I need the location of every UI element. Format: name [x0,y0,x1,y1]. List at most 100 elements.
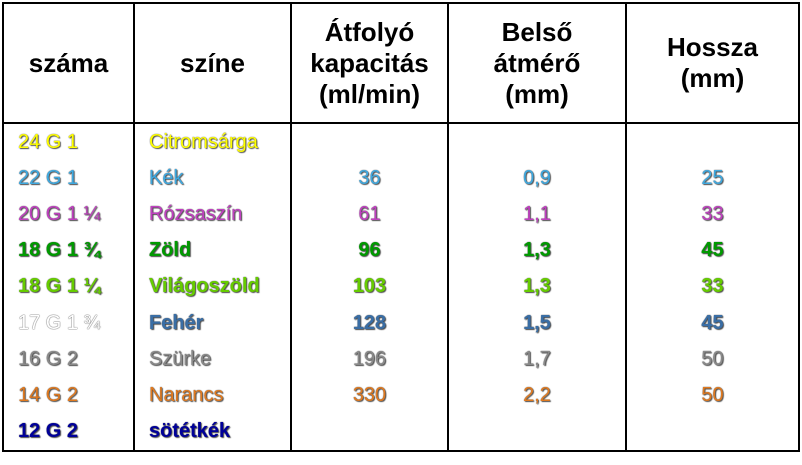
table-cell: Világoszöld [133,268,292,306]
table-cell: 14 G 2 [2,377,135,414]
table-cell: 1,3 [447,232,627,269]
table-cell: 50 [625,341,800,378]
cell-text: 14 G 2 [18,384,79,407]
table-cell: 24 G 1 [2,123,135,161]
table-row: 24 G 1 Citromsárga [2,123,800,161]
table-cell: 33 [625,196,800,233]
cell-text: Világoszöld [149,275,260,298]
cell-text: 128 [352,311,387,334]
cell-text: 33 [701,203,724,226]
table-row: 18 G 1 ¾ Zöld 96 1,3 45 [2,232,800,269]
table-cell: 103 [290,268,449,306]
table-cell: 1,5 [447,305,627,342]
header-cell: Belső átmérő (mm) [447,2,627,124]
cell-text: 50 [701,347,724,370]
cell-text: sötétkék [149,420,231,443]
cell-text: Fehér [149,311,204,334]
table-cell: 33 [625,268,800,306]
cell-text: 36 [358,166,381,189]
cell-text: 17 G 1 ¾ [18,311,101,334]
cell-text: 2,2 [523,384,551,407]
table-cell: 25 [625,160,800,197]
table-cell: 128 [290,305,449,342]
header-cell: Átfolyó kapacitás (ml/min) [290,2,449,124]
table-body: 24 G 1 Citromsárga 22 G 1 Kék 36 0,9 25 20 G 1 … [2,123,800,451]
table-cell: Rózsaszín [133,196,292,233]
cell-text: 24 G 1 [18,130,79,153]
table-cell: Narancs [133,377,292,414]
cell-text: 12 G 2 [18,420,79,443]
cell-text: Szürke [149,347,212,370]
table-cell: 17 G 1 ¾ [2,305,135,342]
table-cell: 1,3 [447,268,627,306]
cell-text: 61 [358,203,381,226]
cell-text: Zöld [149,239,192,262]
table-row: 17 G 1 ¾ Fehér 128 1,5 45 [2,305,800,342]
cell-text: 25 [701,166,724,189]
table-cell: 18 G 1 ¾ [2,232,135,269]
table-cell: 1,1 [447,196,627,233]
header-cell: színe [133,2,292,124]
cell-text: Rózsaszín [149,203,243,226]
table-cell: 61 [290,196,449,233]
cell-text: 96 [358,239,381,262]
cell-text: 330 [352,384,387,407]
header-cell: száma [2,2,135,124]
cell-text: 18 G 1 ¼ [18,275,101,298]
cell-text: 1,3 [523,275,551,298]
cell-text: 33 [701,275,724,298]
cell-text: 50 [701,384,724,407]
table-cell [447,123,627,161]
table-cell: 45 [625,305,800,342]
table-cell: 96 [290,232,449,269]
table-cell: 36 [290,160,449,197]
table-cell [625,123,800,161]
cell-text: Narancs [149,384,224,407]
table-row: 20 G 1 ¼ Rózsaszín 61 1,1 33 [2,196,800,233]
table-cell: 0,9 [447,160,627,197]
table-row: 12 G 2 sötétkék [2,413,800,451]
table-cell: 16 G 2 [2,341,135,378]
table-cell: Zöld [133,232,292,269]
table-cell [625,413,800,451]
table-cell: 12 G 2 [2,413,135,451]
cell-text: 103 [352,275,387,298]
table-row: 14 G 2 Narancs 330 2,2 50 [2,377,800,414]
cell-text: Kék [149,166,184,189]
table-cell: 330 [290,377,449,414]
table-cell: Citromsárga [133,123,292,161]
table-cell: 22 G 1 [2,160,135,197]
cell-text: 1,7 [523,347,551,370]
table-cell: 18 G 1 ¼ [2,268,135,306]
cell-text: 1,1 [523,203,551,226]
header-row: száma színe Átfolyó kapacitás (ml/min) Bels… [2,2,800,124]
header-cell: Hossza (mm) [625,2,800,124]
table-cell [447,413,627,451]
table-cell: 50 [625,377,800,414]
table-cell [290,413,449,451]
cannula-table: száma színe Átfolyó kapacitás (ml/min) Bels… [2,2,800,452]
table-cell: 45 [625,232,800,269]
cell-text: 16 G 2 [18,347,79,370]
table-cell: 20 G 1 ¼ [2,196,135,233]
table-cell: Fehér [133,305,292,342]
cell-text: 20 G 1 ¼ [18,203,101,226]
cell-text: 196 [352,347,387,370]
cell-text: 1,3 [523,239,551,262]
table-cell: sötétkék [133,413,292,451]
table-cell: Szürke [133,341,292,378]
table-cell: Kék [133,160,292,197]
table-cell: 196 [290,341,449,378]
cell-text: 45 [701,311,724,334]
table-cell [290,123,449,161]
table-row: 18 G 1 ¼ Világoszöld 103 1,3 33 [2,268,800,306]
table-cell: 2,2 [447,377,627,414]
table-row: 22 G 1 Kék 36 0,9 25 [2,160,800,197]
cell-text: 1,5 [523,311,551,334]
cell-text: 22 G 1 [18,166,79,189]
table-cell: 1,7 [447,341,627,378]
cell-text: 0,9 [523,166,551,189]
cell-text: 18 G 1 ¾ [18,239,101,262]
cell-text: Citromsárga [149,130,258,153]
